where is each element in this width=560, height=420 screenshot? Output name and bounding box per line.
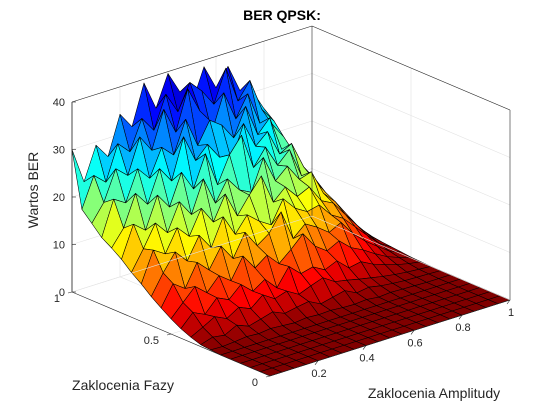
x-axis-label: Zaklocenia Amplitudy	[368, 385, 500, 401]
y-tick-mark	[67, 291, 73, 294]
z-axis-label: Wartos BER	[25, 152, 41, 229]
y-tick-mark	[265, 375, 271, 378]
y-tick-mark	[166, 333, 172, 336]
x-tick-mark	[362, 345, 367, 350]
x-tick-mark	[458, 315, 463, 320]
box-edge	[311, 25, 511, 111]
z-tick-label: 20	[53, 192, 65, 204]
axes-layer	[71, 25, 511, 377]
x-tick-mark	[506, 299, 511, 305]
x-tick-label: 0.4	[359, 353, 374, 365]
box-edge	[311, 215, 511, 301]
x-tick-label: 0.8	[455, 322, 470, 334]
box-edge	[71, 25, 313, 103]
z-tick-label: 0	[59, 287, 65, 299]
x-tick-label: 0.6	[407, 337, 422, 349]
x-axis-line	[269, 299, 511, 377]
y-tick-label: 0.5	[144, 335, 159, 347]
x-tick-label: 0.2	[311, 368, 326, 380]
z-tick-label: 30	[53, 145, 65, 157]
x-tick-mark	[410, 330, 415, 335]
box-edge	[71, 215, 313, 293]
y-axis-label: Zaklocenia Fazy	[72, 377, 174, 393]
surface-layer	[71, 66, 511, 377]
z-tick-label: 10	[53, 240, 65, 252]
y-tick-label: 0	[252, 377, 258, 389]
chart-title: BER QPSK:	[243, 7, 321, 23]
z-tick-label: 40	[53, 97, 65, 109]
x-tick-label: 1	[508, 307, 514, 319]
y-tick-label: 1	[54, 293, 60, 305]
x-tick-mark	[314, 360, 319, 365]
